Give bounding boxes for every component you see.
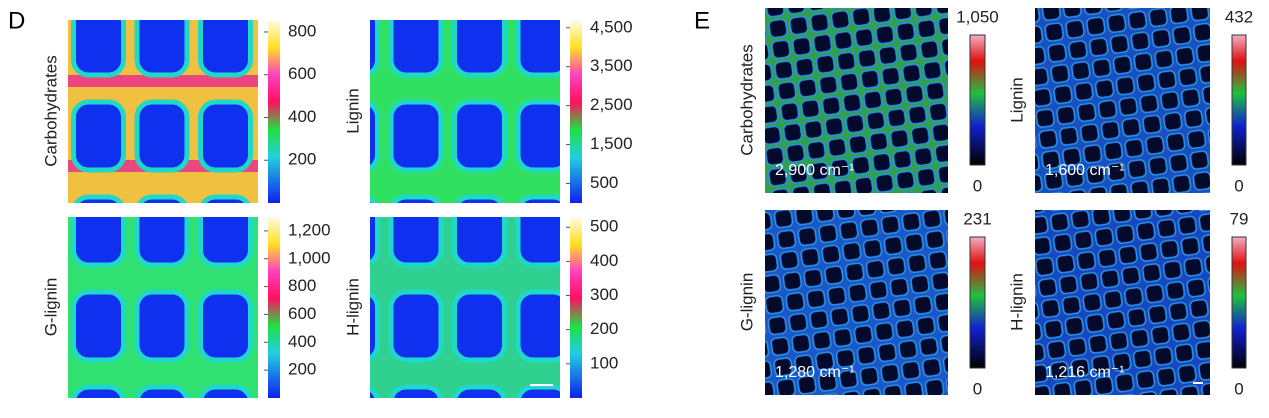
wavenumber-label: 1,280 cm⁻¹ <box>775 364 855 381</box>
colorbar-min-label: 0 <box>1234 379 1243 398</box>
colorbar <box>268 20 280 203</box>
row-label: G-lignin <box>737 273 756 332</box>
colorbar-max-label: 231 <box>963 209 991 228</box>
colorbar <box>570 217 582 398</box>
image-cells <box>765 210 948 395</box>
colorbar-tick-label: 100 <box>590 353 618 372</box>
colorbar-tick-label: 500 <box>590 173 618 192</box>
image-cells <box>1035 8 1210 193</box>
image-cells <box>1035 210 1210 395</box>
panel-label: E <box>694 7 710 34</box>
colorbar-tick-label: 3,500 <box>590 56 633 75</box>
colorbar-tick-label: 1,500 <box>590 134 633 153</box>
colorbar-tick-label: 1,000 <box>288 248 331 267</box>
colorbar <box>570 20 582 203</box>
wavenumber-label: 2,900 cm⁻¹ <box>775 162 855 179</box>
row-label: H-lignin <box>343 278 362 336</box>
colorbar <box>969 34 986 166</box>
image-cells <box>370 217 560 398</box>
colorbar-max-label: 79 <box>1230 209 1249 228</box>
wavenumber-label: 1,600 cm⁻¹ <box>1045 162 1125 179</box>
row-label: H-lignin <box>1007 273 1026 331</box>
colorbar-tick-label: 1,200 <box>288 220 331 239</box>
wavenumber-label: 1,216 cm⁻¹ <box>1045 364 1125 381</box>
colorbar <box>1231 34 1247 166</box>
colorbar-tick-label: 600 <box>288 64 316 83</box>
colorbar-tick-label: 600 <box>288 304 316 323</box>
colorbar-tick-label: 2,500 <box>590 95 633 114</box>
colorbar <box>1231 236 1247 369</box>
image-cells <box>68 217 258 398</box>
image-cells <box>68 20 258 203</box>
colorbar-min-label: 0 <box>973 379 982 398</box>
row-label: Lignin <box>1007 77 1026 122</box>
colorbar-min-label: 0 <box>1234 176 1243 195</box>
colorbar-tick-label: 800 <box>288 276 316 295</box>
colorbar-tick-label: 400 <box>288 332 316 351</box>
colorbar-max-label: 1,050 <box>956 7 999 26</box>
colorbar-tick-label: 200 <box>590 319 618 338</box>
image-cells <box>370 20 560 203</box>
colorbar <box>268 217 280 398</box>
row-label: Carbohydrates <box>737 44 756 156</box>
colorbar-tick-label: 400 <box>288 107 316 126</box>
colorbar-tick-label: 500 <box>590 217 618 236</box>
colorbar-tick-label: 400 <box>590 251 618 270</box>
colorbar-max-label: 432 <box>1225 7 1253 26</box>
row-label: Carbohydrates <box>41 55 60 167</box>
colorbar-tick-label: 800 <box>288 21 316 40</box>
colorbar-min-label: 0 <box>973 176 982 195</box>
row-label: G-lignin <box>41 278 60 337</box>
colorbar-tick-label: 200 <box>288 360 316 379</box>
colorbar-tick-label: 200 <box>288 150 316 169</box>
image-cells <box>765 8 948 193</box>
panel-label: D <box>8 7 25 34</box>
colorbar-tick-label: 300 <box>590 285 618 304</box>
colorbar <box>969 236 986 369</box>
row-label: Lignin <box>343 88 362 133</box>
colorbar-tick-label: 4,500 <box>590 17 633 36</box>
